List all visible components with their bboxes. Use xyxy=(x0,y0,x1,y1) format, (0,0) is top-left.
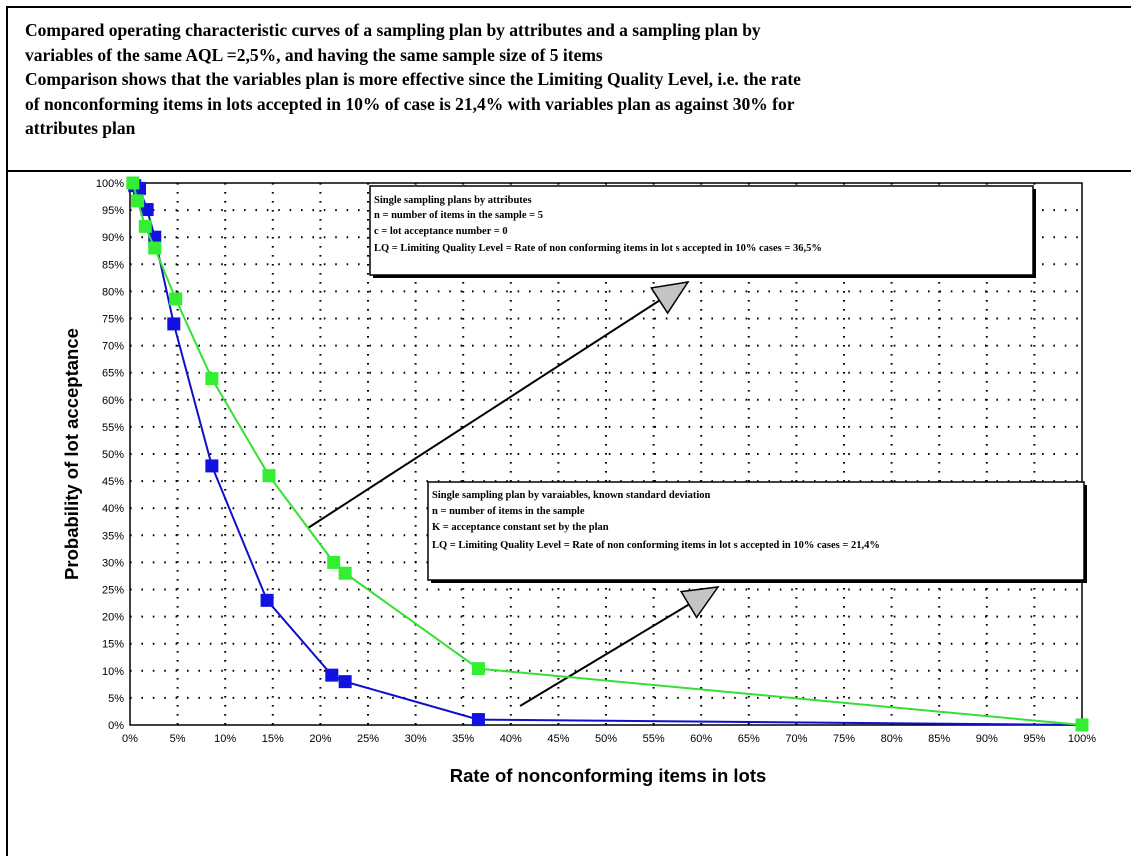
y-tick-label: 70% xyxy=(102,341,124,353)
x-tick-label: 5% xyxy=(170,733,186,745)
description-line-1: Compared operating characteristic curves… xyxy=(25,20,761,40)
y-tick-label: 100% xyxy=(96,178,124,190)
y-tick-label: 95% xyxy=(102,205,124,217)
x-tick-label: 85% xyxy=(928,733,950,745)
y-tick-label: 55% xyxy=(102,422,124,434)
chart-description: Compared operating characteristic curves… xyxy=(25,18,1125,141)
y-tick-label: 90% xyxy=(102,232,124,244)
description-line-5: attributes plan xyxy=(25,118,136,138)
x-tick-label: 90% xyxy=(976,733,998,745)
x-axis-title: Rate of nonconforming items in lots xyxy=(450,765,767,786)
arrow-shaft xyxy=(307,281,689,529)
data-point xyxy=(338,675,352,689)
data-point xyxy=(138,219,152,233)
data-point xyxy=(260,593,274,607)
y-tick-label: 65% xyxy=(102,368,124,380)
annotation-text: Single sampling plan by varaiables, know… xyxy=(432,490,710,501)
x-tick-label: 100% xyxy=(1068,733,1096,745)
annotation-text: n = number of items in the sample = 5 xyxy=(374,210,543,221)
y-tick-label: 50% xyxy=(102,449,124,461)
x-tick-label: 50% xyxy=(595,733,617,745)
x-tick-label: 95% xyxy=(1023,733,1045,745)
data-point xyxy=(1075,718,1089,732)
data-point xyxy=(205,459,219,473)
x-tick-label: 60% xyxy=(690,733,712,745)
x-tick-label: 55% xyxy=(643,733,665,745)
y-tick-label: 85% xyxy=(102,259,124,271)
description-line-4: of nonconforming items in lots accepted … xyxy=(25,93,795,114)
x-tick-label: 65% xyxy=(738,733,760,745)
y-tick-label: 10% xyxy=(102,666,124,678)
y-tick-label: 5% xyxy=(108,693,124,705)
x-tick-label: 35% xyxy=(452,733,474,745)
x-tick-label: 75% xyxy=(833,733,855,745)
annotation-box xyxy=(427,481,1085,581)
description-line-3: Comparison shows that the variables plan… xyxy=(25,69,801,89)
x-tick-label: 80% xyxy=(881,733,903,745)
annotation-box xyxy=(369,185,1034,276)
y-tick-label: 35% xyxy=(102,530,124,542)
arrow-head xyxy=(650,280,690,315)
arrow-shaft xyxy=(519,586,719,707)
annotation-text: n = number of items in the sample xyxy=(432,506,585,517)
y-tick-label: 20% xyxy=(102,612,124,624)
x-tick-label: 25% xyxy=(357,733,379,745)
arrow-head xyxy=(679,586,720,619)
data-point xyxy=(262,469,276,483)
y-tick-label: 15% xyxy=(102,639,124,651)
frame-left-border xyxy=(6,172,8,856)
x-tick-label: 0% xyxy=(122,733,138,745)
annotation-text: LQ = Limiting Quality Level = Rate of no… xyxy=(374,243,822,254)
x-tick-label: 45% xyxy=(547,733,569,745)
y-axis-title: Probability of lot acceptance xyxy=(61,328,82,580)
annotation-text: K = acceptance constant set by the plan xyxy=(432,522,609,533)
data-point xyxy=(338,566,352,580)
x-tick-label: 10% xyxy=(214,733,236,745)
description-line-2: variables of the same AQL =2,5%, and hav… xyxy=(25,44,603,65)
data-point xyxy=(471,662,485,676)
y-tick-label: 0% xyxy=(108,720,124,732)
data-point xyxy=(327,555,341,569)
data-point xyxy=(131,194,145,208)
y-tick-label: 60% xyxy=(102,395,124,407)
x-tick-label: 30% xyxy=(405,733,427,745)
x-tick-label: 15% xyxy=(262,733,284,745)
data-point xyxy=(148,241,162,255)
data-point xyxy=(126,176,140,190)
header-box: Compared operating characteristic curves… xyxy=(6,6,1131,172)
y-tick-label: 45% xyxy=(102,476,124,488)
annotation-text: c = lot acceptance number = 0 xyxy=(374,226,508,237)
data-point xyxy=(471,713,485,727)
y-tick-label: 30% xyxy=(102,557,124,569)
x-tick-label: 70% xyxy=(785,733,807,745)
data-point xyxy=(205,372,219,386)
data-point xyxy=(167,317,181,331)
y-tick-label: 80% xyxy=(102,286,124,298)
y-tick-label: 40% xyxy=(102,503,124,515)
annotation-text: Single sampling plans by attributes xyxy=(374,195,532,206)
x-tick-label: 20% xyxy=(309,733,331,745)
data-point xyxy=(169,292,183,306)
x-tick-label: 40% xyxy=(500,733,522,745)
annotation-text: LQ = Limiting Quality Level = Rate of no… xyxy=(432,540,880,551)
y-tick-label: 25% xyxy=(102,585,124,597)
data-point xyxy=(325,668,339,682)
y-tick-label: 75% xyxy=(102,314,124,326)
